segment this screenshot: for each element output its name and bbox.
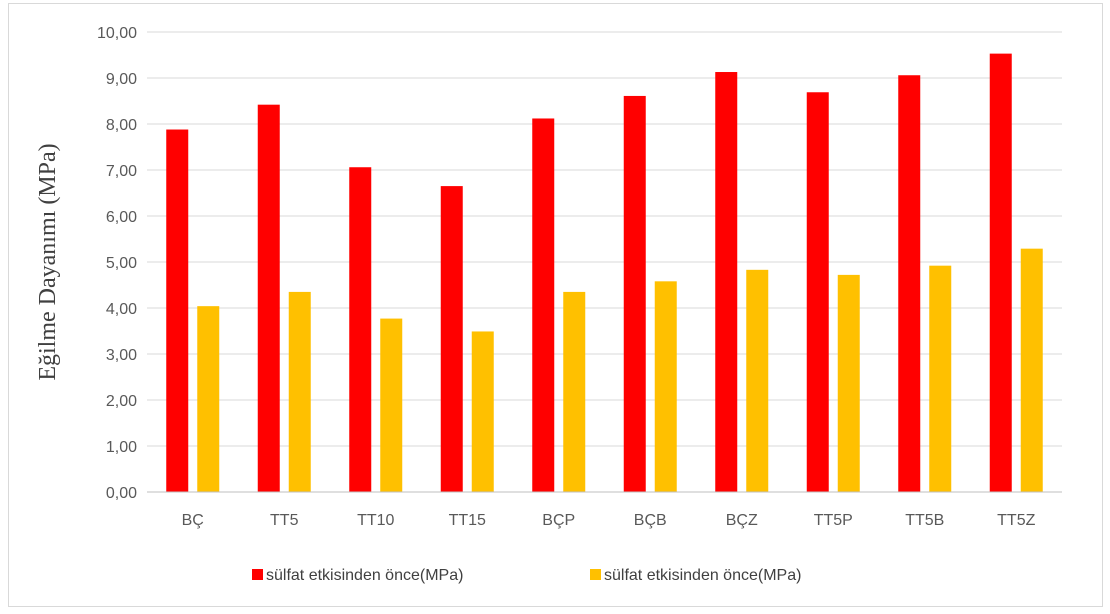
y-tick-label: 5,00 — [106, 255, 137, 272]
bar-2 — [654, 281, 677, 492]
y-tick-label: 6,00 — [106, 209, 137, 226]
y-tick-label: 8,00 — [106, 117, 137, 134]
y-tick-label: 3,00 — [106, 347, 137, 364]
bar-1 — [440, 186, 463, 492]
y-tick-label: 0,00 — [106, 485, 137, 502]
bar-1 — [715, 72, 738, 493]
x-tick-label: BÇB — [634, 512, 667, 529]
legend: sülfat etkisinden önce(MPa) sülfat etkisi… — [252, 567, 801, 584]
bar-2 — [837, 274, 860, 492]
chart-frame — [8, 3, 1103, 607]
x-tick-label: BÇP — [542, 512, 575, 529]
bar-2 — [288, 291, 311, 492]
bar-1 — [623, 95, 646, 492]
x-tick-label: TT5P — [814, 512, 853, 529]
bar-2 — [746, 269, 769, 492]
x-tick-label: BÇ — [182, 512, 204, 529]
y-tick-label: 10,00 — [97, 25, 137, 42]
x-tick-label: TT15 — [449, 512, 486, 529]
bar-2 — [1020, 248, 1043, 492]
legend-swatch — [252, 569, 263, 580]
x-tick-label: TT5 — [270, 512, 299, 529]
x-tick-label: TT5Z — [997, 512, 1035, 529]
bar-1 — [257, 104, 280, 493]
legend-label: sülfat etkisinden önce(MPa) — [266, 567, 463, 584]
x-tick-label: BÇZ — [726, 512, 758, 529]
bar-1 — [898, 75, 921, 493]
bar-2 — [929, 265, 952, 492]
bar-2 — [380, 318, 403, 492]
legend-swatch — [590, 569, 601, 580]
x-tick-label: TT10 — [357, 512, 394, 529]
y-axis-ticks: 0,00 1,00 2,00 3,00 4,00 5,00 6,00 7,00 8,00 9,00… — [97, 25, 137, 502]
bar-2 — [563, 291, 586, 492]
bar-1 — [166, 129, 189, 492]
x-tick-label: TT5B — [905, 512, 944, 529]
gridlines — [147, 31, 1062, 447]
bar-2 — [197, 306, 220, 492]
bars — [166, 53, 1043, 493]
bar-2 — [471, 331, 494, 492]
y-tick-label: 4,00 — [106, 301, 137, 318]
x-axis: BÇ TT5 TT10 TT15 BÇP BÇB BÇZ TT5P TT5B TT5Z — [147, 491, 1062, 529]
bar-1 — [989, 53, 1012, 493]
legend-label: sülfat etkisinden önce(MPa) — [604, 567, 801, 584]
y-tick-label: 1,00 — [106, 439, 137, 456]
y-tick-label: 7,00 — [106, 163, 137, 180]
bar-1 — [806, 92, 829, 492]
y-axis-label: Eğilme Dayanımı (MPa) — [35, 143, 61, 380]
bar-1 — [532, 118, 555, 492]
y-tick-label: 9,00 — [106, 71, 137, 88]
bar-1 — [349, 167, 372, 493]
y-tick-label: 2,00 — [106, 393, 137, 410]
